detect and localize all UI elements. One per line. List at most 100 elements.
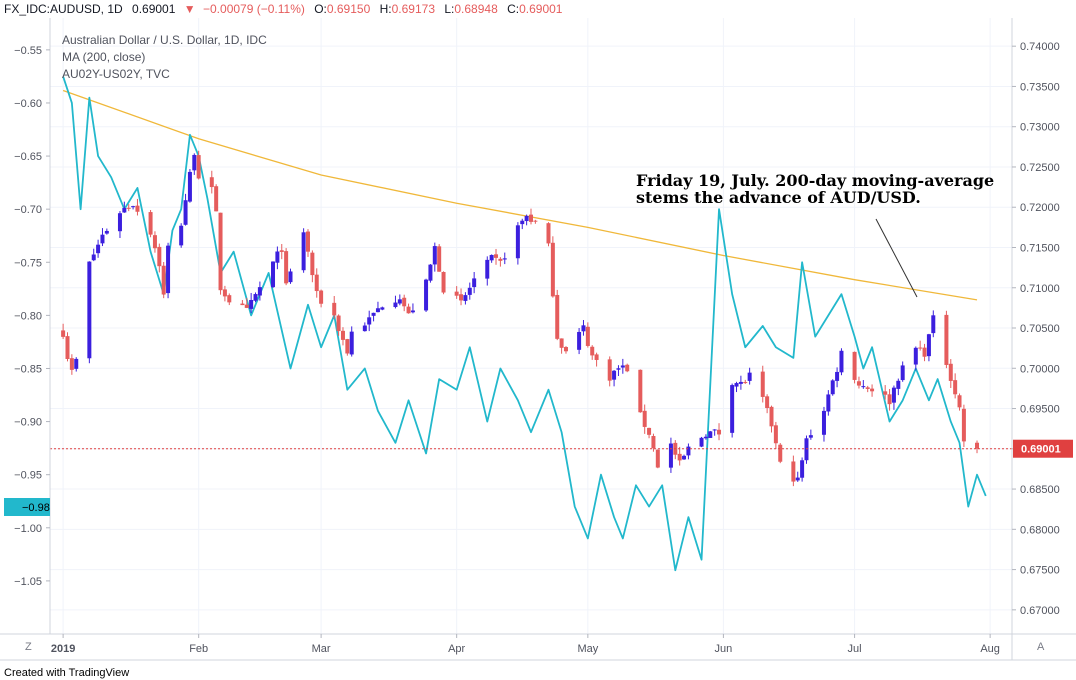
left-tick-label-4: −0.75: [14, 257, 42, 269]
candle-body-54: [393, 302, 398, 308]
candle-body-4: [87, 261, 92, 359]
zoom-z-label: Z: [25, 641, 32, 653]
right-axis[interactable]: 0.74000 0.73500 0.73000 0.72500 0.72000 0.715…: [1012, 41, 1060, 617]
header-ohlc-value-2: 0.68948: [454, 2, 498, 16]
candle-body-118: [778, 444, 783, 462]
candle-body-24: [209, 177, 214, 188]
candle-body-12: [131, 206, 136, 208]
time-tick-label-5: Jun: [715, 643, 733, 655]
candle-body-123: [808, 435, 813, 438]
header-ohlc-label-2: L:: [444, 2, 454, 16]
candle-body-128: [839, 350, 844, 373]
candle-body-129: [852, 351, 857, 380]
candle-body-21: [187, 171, 192, 202]
candle-body-144: [944, 314, 949, 365]
left-value-badge-text: −0.98: [22, 502, 50, 514]
candle-body-3: [74, 358, 79, 369]
candle-body-74: [515, 225, 520, 259]
candle-body-31: [249, 299, 254, 309]
right-tick-label-8: 0.70000: [1020, 363, 1060, 375]
candle-body-117: [773, 425, 778, 444]
candle-body-67: [467, 287, 472, 295]
ma-200-line: [62, 89, 978, 301]
right-tick-label-2: 0.73000: [1020, 122, 1060, 134]
legend-series-spread[interactable]: AU02Y-US02Y, TVC: [62, 67, 170, 81]
candle-body-122: [804, 438, 809, 461]
left-tick-label-10: −1.05: [14, 576, 42, 588]
time-tick-label-0: 2019: [51, 643, 75, 655]
right-tick-label-9: 0.69500: [1020, 404, 1060, 416]
candle-body-18: [166, 245, 171, 294]
right-tick-label-13: 0.67500: [1020, 565, 1060, 577]
candle-body-141: [922, 347, 927, 357]
candle-body-11: [126, 207, 131, 209]
candle-body-78: [533, 220, 538, 222]
candle-body-77: [529, 214, 533, 222]
candle-body-10: [122, 208, 127, 213]
candle-body-63: [441, 272, 446, 293]
candle-body-76: [524, 215, 529, 222]
auto-scale-button[interactable]: [1030, 636, 1054, 656]
candle-body-17: [161, 265, 166, 295]
down-triangle-icon: ▼: [184, 2, 196, 16]
right-tick-label-14: 0.67000: [1020, 605, 1060, 617]
footer-credit[interactable]: Created with TradingView: [4, 667, 129, 679]
candle-body-75: [520, 220, 525, 225]
candle-body-125: [826, 394, 831, 412]
header-ohlc-label-0: O:: [314, 2, 327, 16]
candle-body-108: [717, 429, 722, 435]
time-axis[interactable]: 2019 Feb Mar Apr May Jun Jul Aug: [51, 634, 1000, 655]
candle-body-28: [227, 295, 232, 303]
candle-body-89: [607, 359, 612, 381]
right-value-badge-text: 0.69001: [1021, 444, 1061, 456]
candle-body-25: [214, 186, 219, 212]
annotation-pointer: [875, 218, 918, 298]
candle-body-124: [821, 410, 826, 435]
zoom-z-button[interactable]: [18, 636, 42, 656]
right-value-badge: [1013, 439, 1073, 458]
right-tick-label-1: 0.73500: [1020, 81, 1060, 93]
candle-body-86: [585, 326, 590, 346]
candle-body-90: [612, 370, 617, 380]
candle-body-119: [791, 461, 796, 482]
candle-body-22: [192, 154, 197, 171]
right-tick-label-5: 0.71500: [1020, 242, 1060, 254]
candle-body-85: [581, 325, 586, 332]
candle-body-135: [887, 394, 892, 405]
candle-body-36: [279, 250, 284, 252]
header-ohlc-value-1: 0.69173: [392, 2, 436, 16]
candle-body-106: [708, 431, 713, 438]
candle-body-138: [900, 365, 905, 381]
candle-body-20: [183, 200, 188, 225]
header-ohlc-value-0: 0.69150: [327, 2, 371, 16]
annotation-line-2: stems the advance of AUD/USD.: [636, 188, 921, 207]
candle-body-2: [69, 358, 74, 370]
candle-body-42: [314, 274, 319, 292]
candle-body-7: [100, 234, 105, 244]
candle-body-81: [555, 294, 560, 339]
candle-body-72: [498, 258, 503, 261]
candle-body-51: [371, 312, 376, 316]
candle-body-142: [926, 334, 931, 357]
candle-body-6: [96, 244, 101, 254]
time-tick-label-7: Aug: [980, 643, 1000, 655]
auto-scale-label: A: [1037, 641, 1045, 653]
candle-body-137: [896, 380, 901, 389]
left-axis[interactable]: −0.55 −0.60 −0.65 −0.70 −0.75 −0.80 −0.85 −0.90…: [14, 45, 50, 588]
candle-body-88: [594, 354, 599, 360]
candle-body-39: [301, 232, 306, 271]
legend-series-main[interactable]: Australian Dollar / U.S. Dollar, 1D, IDC: [62, 33, 267, 47]
header-ohlc-label-3: C:: [507, 2, 519, 16]
left-tick-label-7: −0.90: [14, 417, 42, 429]
legend-series-ma[interactable]: MA (200, close): [62, 50, 145, 64]
candle-body-57: [406, 306, 411, 314]
candle-body-52: [375, 308, 380, 313]
time-tick-label-3: Apr: [448, 643, 465, 655]
candle-body-26: [218, 212, 223, 291]
candle-body-113: [747, 372, 752, 381]
left-tick-label-3: −0.70: [14, 204, 42, 216]
candle-body-33: [257, 287, 262, 296]
candle-body-59: [424, 279, 429, 311]
annotation-line-1: Friday 19, July. 200-day moving-average: [636, 171, 994, 190]
candle-body-27: [222, 289, 227, 297]
